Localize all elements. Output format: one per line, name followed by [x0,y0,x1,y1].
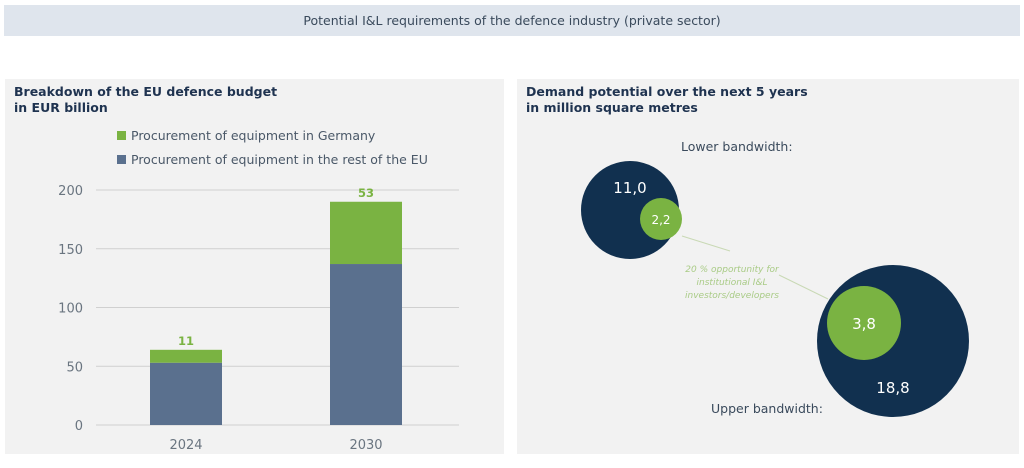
bubble-lower-opportunity [640,198,682,240]
legend-label-rest-eu: Procurement of equipment in the rest of … [131,152,428,167]
lower-bandwidth-label: Lower bandwidth: [681,139,793,154]
demand-chart-panel: Demand potential over the next 5 years i… [517,79,1019,454]
y-tick-label: 50 [66,360,83,375]
demand-chart-title: Demand potential over the next 5 years i… [526,84,808,116]
bar-segment [330,201,402,265]
bubble-upper-total-label: 18,8 [876,379,909,397]
connector-line [681,235,731,252]
legend-swatch-green [117,131,126,140]
page-header: Potential I&L requirements of the defenc… [4,5,1020,36]
header-title: Potential I&L requirements of the defenc… [303,13,721,28]
bar-data-label: 11 [178,334,194,348]
bar-segment [330,264,402,425]
annotation-line: institutional I&L [697,278,768,288]
annotation-line: investors/developers [685,291,779,301]
legend-label-germany: Procurement of equipment in Germany [131,128,376,143]
y-tick-label: 200 [58,184,83,199]
budget-title-line1: Breakdown of the EU defence budget [14,84,278,99]
connector-line [778,274,829,300]
bar-segment [150,362,222,425]
y-tick-label: 150 [58,243,83,258]
bar-data-label: 53 [358,186,374,200]
budget-title-line2: in EUR billion [14,100,108,115]
y-tick-label: 100 [58,302,83,317]
demand-title-line1: Demand potential over the next 5 years [526,84,808,99]
bubble-lower-total-label: 11,0 [613,179,646,197]
x-tick-label: 2024 [169,438,202,453]
y-tick-label: 0 [75,419,83,434]
legend-item-germany: Procurement of equipment in Germany [117,128,375,143]
upper-bandwidth-label: Upper bandwidth: [711,401,823,416]
bar-chart: 0 50 100 150 200 11 2024 53 2030 [58,184,459,453]
bubble-upper-opportunity [827,286,901,360]
x-tick-label: 2030 [349,438,382,453]
bubble-lower-opportunity-label: 2,2 [651,213,670,227]
annotation-line: 20 % opportunity for [685,265,780,275]
bubble-chart: 11,0 2,2 Lower bandwidth: 3,8 18,8 Upper band… [581,139,969,417]
legend-swatch-slate [117,155,126,164]
budget-chart-panel: Breakdown of the EU defence budget in EU… [5,79,504,454]
bubble-upper-opportunity-label: 3,8 [852,315,876,333]
demand-title-line2: in million square metres [526,100,698,115]
budget-chart-title: Breakdown of the EU defence budget in EU… [14,84,277,116]
legend-item-rest-eu: Procurement of equipment in the rest of … [117,152,428,167]
bar-segment [150,349,222,363]
